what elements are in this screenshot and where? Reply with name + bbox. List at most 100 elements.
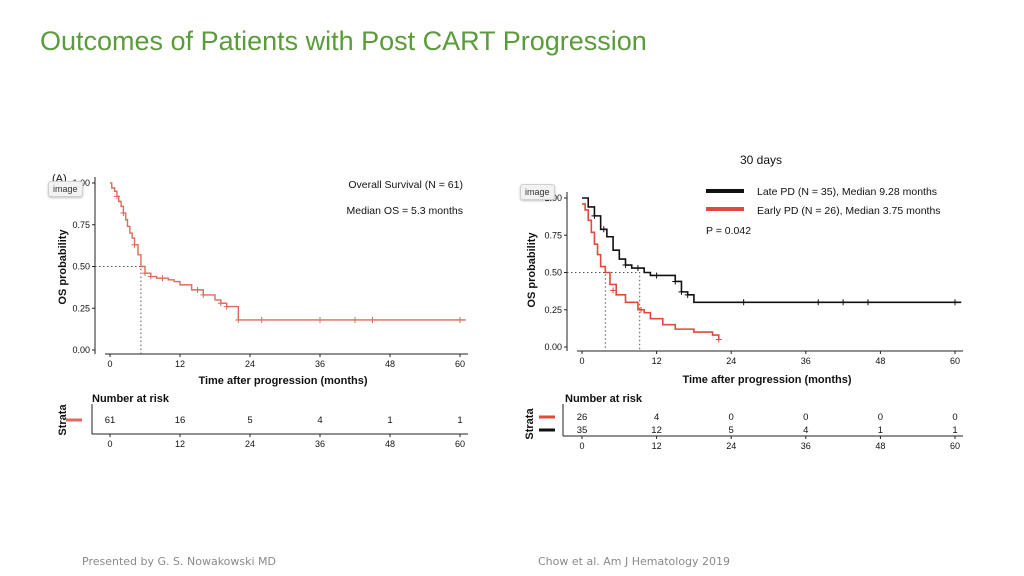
risk-count: 1 [878, 425, 883, 436]
risk-table-title: Number at risk [565, 393, 643, 405]
risk-table-title: Number at risk [92, 393, 170, 405]
strata-label: Strata [57, 404, 69, 436]
risk-x-tick-label: 48 [875, 441, 885, 451]
pd-comparison-chart: OS probability Time after progression (m… [524, 186, 963, 451]
censor-mark [684, 291, 691, 298]
risk-table: 61 16 5 4 1 1 0 12 24 36 48 60 [66, 404, 468, 449]
ylabel: OS probability [57, 229, 69, 305]
image-badge[interactable]: image [520, 184, 555, 200]
risk-x-tick-label: 60 [950, 441, 960, 451]
risk-count: 16 [175, 415, 186, 426]
censor-mark [159, 275, 166, 282]
x-tick-label: 60 [455, 359, 465, 369]
censor-mark [147, 273, 154, 280]
risk-x-tick-label: 36 [801, 441, 811, 451]
censor-mark [740, 299, 747, 306]
censor-mark [952, 299, 958, 306]
censor-mark [120, 210, 127, 217]
censor-mark [610, 287, 617, 294]
xlabel: Time after progression (months) [682, 374, 851, 386]
x-tick-label: 24 [726, 356, 736, 366]
censor-mark [114, 193, 120, 200]
xlabel: Time after progression (months) [198, 375, 367, 387]
risk-x-tick-label: 24 [726, 441, 736, 451]
x-tick-label: 12 [652, 356, 662, 366]
annotation-p-value: P = 0.042 [706, 225, 751, 237]
image-badge[interactable]: image [48, 181, 83, 197]
censor-mark [369, 316, 376, 323]
annotation-overall-survival: Overall Survival (N = 61) [348, 179, 463, 191]
risk-count: 0 [952, 412, 957, 423]
risk-count: 1 [952, 425, 957, 436]
censor-mark [217, 300, 224, 307]
censor-mark [352, 316, 358, 323]
legend-label-early-pd: Early PD (N = 26), Median 3.75 months [757, 205, 941, 217]
censor-mark [864, 299, 871, 306]
censor-mark [622, 262, 629, 269]
y-tick-label: 0.50 [544, 268, 562, 278]
x-tick-label: 48 [875, 356, 885, 366]
censor-mark [235, 316, 242, 323]
x-tick-label: 0 [579, 356, 584, 366]
risk-count: 0 [878, 412, 883, 423]
slide-title: Outcomes of Patients with Post CART Prog… [40, 26, 647, 56]
y-tick-label: 0.75 [544, 230, 562, 240]
censor-mark [600, 226, 607, 233]
x-tick-label: 48 [385, 359, 395, 369]
censor-mark [131, 241, 138, 248]
censor-mark [223, 303, 230, 310]
annotation-median-os: Median OS = 5.3 months [347, 205, 463, 217]
x-tick-label: 0 [107, 359, 112, 369]
risk-x-tick-label: 36 [315, 439, 325, 449]
x-tick-label: 12 [175, 359, 185, 369]
footer-presenter: Presented by G. S. Nowakowski MD [82, 555, 277, 568]
y-tick-label: 0.75 [72, 220, 90, 230]
risk-count: 4 [654, 412, 659, 423]
pd-comparison-figure: OS probability Time after progression (m… [515, 160, 975, 460]
ylabel: OS probability [526, 232, 538, 308]
censor-mark [200, 291, 207, 298]
risk-x-tick-label: 60 [455, 439, 465, 449]
risk-count: 26 [577, 412, 588, 423]
median-line [567, 272, 641, 351]
duration-note: 30 days [740, 153, 783, 167]
y-tick-label: 0.25 [72, 303, 90, 313]
risk-x-tick-label: 48 [385, 439, 395, 449]
risk-count: 12 [651, 425, 662, 436]
censor-mark [672, 278, 679, 285]
survival-curve-1 [110, 182, 466, 321]
risk-count: 35 [577, 425, 588, 436]
median-line [95, 266, 142, 354]
censor-mark [840, 299, 847, 306]
censor-mark [142, 270, 148, 277]
censor-mark [653, 272, 660, 279]
censor-mark [258, 316, 265, 323]
risk-count: 5 [247, 415, 252, 426]
risk-table: 26 4 0 0 0 0 35 12 5 4 1 1 0 12 24 36 48 60 [539, 404, 963, 451]
risk-count: 4 [803, 425, 808, 436]
y-tick-label: 0.00 [544, 342, 562, 352]
risk-x-tick-label: 0 [107, 439, 112, 449]
censor-mark [634, 265, 641, 272]
risk-count: 5 [729, 425, 734, 436]
risk-x-tick-label: 12 [175, 439, 185, 449]
overall-survival-chart: (A) OS probability Time after progressio… [52, 173, 468, 449]
risk-count: 0 [803, 412, 808, 423]
censor-mark [591, 212, 598, 219]
censor-mark [317, 316, 323, 323]
risk-count: 0 [729, 412, 734, 423]
y-tick-label: 0.25 [544, 305, 562, 315]
risk-x-tick-label: 24 [245, 439, 255, 449]
x-tick-label: 60 [950, 356, 960, 366]
x-tick-label: 36 [315, 359, 325, 369]
censor-mark [638, 306, 645, 313]
legend-label-late-pd: Late PD (N = 35), Median 9.28 months [757, 186, 937, 198]
survival-curve-2 [582, 203, 720, 340]
risk-count: 4 [317, 415, 322, 426]
censor-mark [715, 336, 722, 343]
risk-count: 61 [105, 415, 116, 426]
censor-mark [815, 299, 822, 306]
overall-survival-figure: (A) OS probability Time after progressio… [40, 160, 490, 460]
risk-count: 1 [457, 415, 462, 426]
